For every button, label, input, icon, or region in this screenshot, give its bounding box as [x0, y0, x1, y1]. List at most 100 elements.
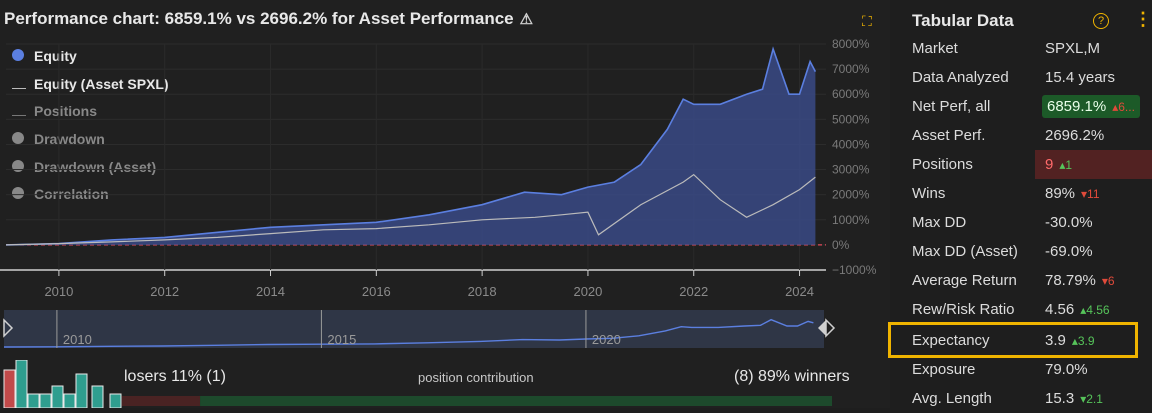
position-contribution: [3, 360, 833, 408]
change-indicator: ▴3.9: [1071, 333, 1095, 348]
y-tick-label: 4000%: [832, 137, 870, 151]
row-key: Expectancy: [912, 332, 990, 349]
navigator-label: 2010: [63, 332, 92, 347]
warning-icon[interactable]: ⚠: [519, 11, 534, 28]
contribution-bar: [3, 369, 16, 408]
row-net-perf: Net Perf, all 6859.1% ▴6...: [890, 92, 1152, 121]
row-average-return: Average Return 78.79% ▾6: [890, 266, 1152, 295]
legend-item-equity[interactable]: Equity: [12, 42, 169, 70]
legend-item-positions[interactable]: Positions: [12, 97, 169, 125]
legend-item-drawdown-asset[interactable]: Drawdown (Asset): [12, 153, 169, 181]
contribution-bar: [51, 385, 64, 408]
row-key: Rew/Risk Ratio: [912, 301, 1015, 318]
row-key: Asset Perf.: [912, 127, 986, 144]
legend-item-drawdown[interactable]: Drawdown: [12, 125, 169, 153]
help-icon[interactable]: ?: [1093, 13, 1109, 29]
row-max-dd: Max DD -30.0%: [890, 208, 1152, 237]
contribution-bar: [39, 393, 52, 408]
row-avg-length: Avg. Length 15.3 ▾2.1: [890, 384, 1152, 413]
y-tick-label: 1000%: [832, 213, 870, 227]
row-value: 4.56: [1045, 301, 1075, 318]
contribution-bar: [75, 373, 88, 408]
chart-legend: Equity Equity (Asset SPXL) Positions Dra…: [12, 42, 169, 208]
change-indicator: ▾2.1: [1080, 391, 1103, 406]
row-value: 9: [1045, 156, 1054, 173]
dot-icon: [12, 131, 24, 147]
row-value: 15.3: [1045, 390, 1075, 407]
y-tick-label: −1000%: [832, 263, 877, 277]
change-indicator: ▴1: [1059, 157, 1073, 172]
contribution-bar: [109, 393, 122, 408]
chart-title-text: Performance chart: 6859.1% vs 2696.2% fo…: [4, 9, 514, 28]
contribution-bar: [27, 393, 40, 408]
row-key: Average Return: [912, 272, 1017, 289]
y-tick-label: 3000%: [832, 163, 870, 177]
row-value: SPXL,M: [1045, 40, 1101, 57]
contribution-bar: [63, 393, 76, 408]
more-options-icon[interactable]: ⋮: [1134, 9, 1152, 29]
row-asset-perf: Asset Perf. 2696.2%: [890, 121, 1152, 150]
dot-icon: [12, 186, 24, 202]
y-tick-label: 2000%: [832, 188, 870, 202]
row-key: Positions: [912, 156, 973, 173]
range-navigator[interactable]: 2010 2015 2020: [0, 300, 890, 360]
change-indicator: ▴6...: [1112, 99, 1135, 114]
x-tick-label: 2020: [573, 284, 602, 299]
losers-label: losers 11% (1): [124, 368, 226, 385]
row-value: 15.4 years: [1045, 69, 1116, 86]
row-key: Data Analyzed: [912, 69, 1009, 86]
row-key: Wins: [912, 185, 946, 202]
row-value: 78.79%: [1045, 272, 1096, 289]
change-indicator: ▾6: [1101, 273, 1115, 288]
row-key: Market: [912, 40, 958, 57]
y-tick-label: 8000%: [832, 37, 870, 51]
x-tick-label: 2018: [468, 284, 497, 299]
navigator-label: 2015: [327, 332, 356, 347]
row-value: 89%: [1045, 185, 1076, 202]
row-key: Max DD: [912, 214, 967, 231]
legend-item-equity-asset[interactable]: Equity (Asset SPXL): [12, 70, 169, 98]
chart-title: Performance chart: 6859.1% vs 2696.2% fo…: [4, 9, 533, 29]
x-tick-label: 2014: [256, 284, 285, 299]
legend-item-correlation[interactable]: Correlation: [12, 180, 169, 208]
row-key: Max DD (Asset): [912, 243, 1018, 260]
row-key: Net Perf, all: [912, 98, 991, 115]
x-tick-label: 2022: [679, 284, 708, 299]
expand-icon[interactable]: ⛶: [862, 13, 872, 29]
row-key: Exposure: [912, 361, 976, 378]
winners-label: (8) 89% winners: [734, 368, 850, 385]
line-icon: [12, 103, 26, 119]
navigator-label: 2020: [592, 332, 621, 347]
navigator-equity-line: [3, 318, 814, 348]
row-data-analyzed: Data Analyzed 15.4 years: [890, 63, 1152, 92]
dot-icon: [12, 48, 24, 64]
y-tick-label: 0%: [832, 238, 850, 252]
change-indicator: ▴4.56: [1080, 302, 1110, 317]
contribution-label: position contribution: [418, 370, 534, 385]
right-handle-icon: [825, 318, 836, 338]
y-tick-label: 6000%: [832, 87, 870, 101]
row-value: 79.0%: [1045, 361, 1088, 378]
row-value: 6859.1%: [1047, 98, 1107, 115]
winners-bar: [200, 396, 833, 406]
row-value: -69.0%: [1045, 243, 1093, 260]
row-value: 2696.2%: [1045, 127, 1105, 144]
row-value: -30.0%: [1045, 214, 1093, 231]
row-max-dd-asset: Max DD (Asset) -69.0%: [890, 237, 1152, 266]
change-indicator: ▾11: [1081, 186, 1100, 201]
losers-bar: [122, 396, 201, 406]
x-tick-label: 2012: [150, 284, 179, 299]
row-market: Market SPXL,M: [890, 34, 1152, 63]
contribution-bar: [91, 385, 104, 408]
x-tick-label: 2016: [362, 284, 391, 299]
line-icon: [12, 76, 26, 92]
y-tick-label: 7000%: [832, 62, 870, 76]
row-wins: Wins 89% ▾11: [890, 179, 1152, 208]
right-handle-icon: [818, 320, 826, 336]
expectancy-highlight: [888, 322, 1138, 358]
row-expectancy: Expectancy 3.9 ▴3.9: [890, 326, 1152, 355]
x-tick-label: 2024: [785, 284, 814, 299]
left-handle-icon: [3, 318, 14, 338]
tabular-data-title: Tabular Data: [912, 11, 1014, 30]
contribution-bar: [15, 360, 28, 408]
